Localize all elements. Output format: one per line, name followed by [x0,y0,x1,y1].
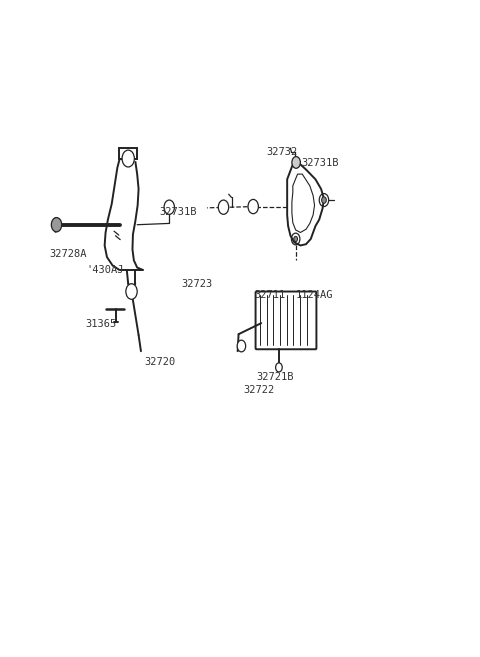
Text: 32720: 32720 [145,357,176,367]
Text: 32731B: 32731B [301,158,339,168]
Circle shape [122,150,134,167]
Circle shape [294,237,298,242]
Text: 32731B: 32731B [160,207,197,217]
Circle shape [218,200,228,214]
Text: 32721B: 32721B [256,372,294,382]
Circle shape [276,363,282,372]
Text: 32723: 32723 [181,279,212,289]
Circle shape [126,284,137,300]
Circle shape [237,340,246,352]
Circle shape [292,156,300,168]
Text: 32711: 32711 [254,290,286,300]
Circle shape [322,197,326,203]
Text: 1124AG: 1124AG [296,290,333,300]
Circle shape [51,217,62,232]
Circle shape [164,200,174,214]
Text: 32728A: 32728A [49,249,86,259]
Text: 31365: 31365 [86,319,117,329]
FancyBboxPatch shape [255,292,316,350]
Circle shape [248,200,258,214]
Text: 32722: 32722 [243,385,275,395]
Text: '430AJ: '430AJ [87,265,124,275]
Text: 32732: 32732 [266,147,297,157]
